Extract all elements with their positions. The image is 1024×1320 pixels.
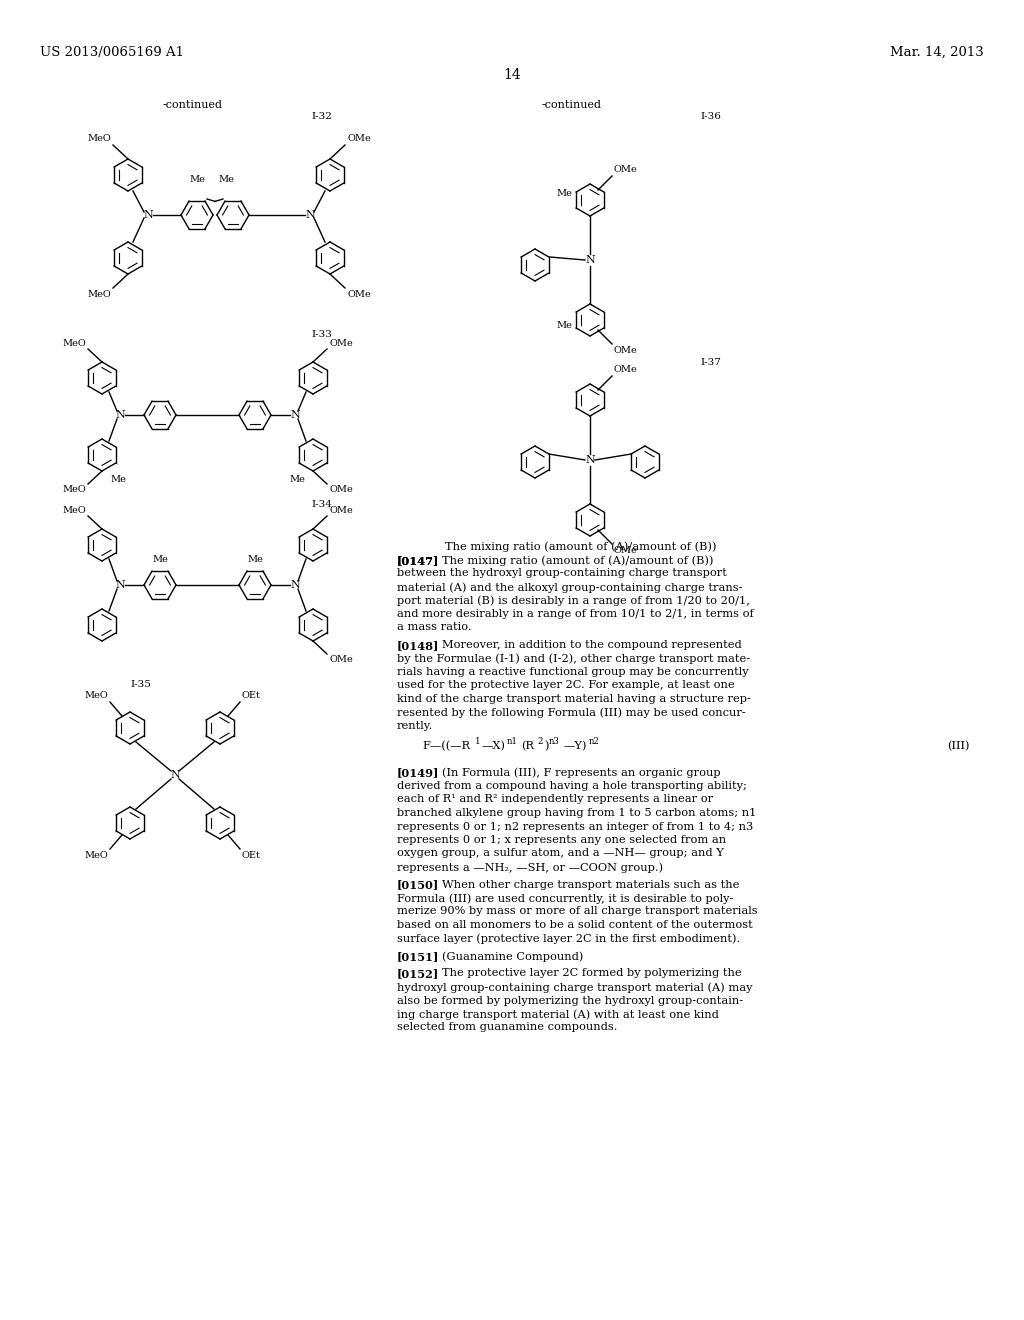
- Text: —X): —X): [482, 741, 506, 751]
- Text: [0148]: [0148]: [397, 640, 439, 651]
- Text: n3: n3: [549, 738, 560, 747]
- Text: N: N: [305, 210, 314, 220]
- Text: Formula (III) are used concurrently, it is desirable to poly-: Formula (III) are used concurrently, it …: [397, 894, 733, 904]
- Text: hydroxyl group-containing charge transport material (A) may: hydroxyl group-containing charge transpo…: [397, 982, 753, 993]
- Text: I-32: I-32: [311, 112, 332, 121]
- Text: Mar. 14, 2013: Mar. 14, 2013: [890, 46, 984, 59]
- Text: 1: 1: [475, 738, 480, 747]
- Text: ing charge transport material (A) with at least one kind: ing charge transport material (A) with a…: [397, 1008, 719, 1019]
- Text: OMe: OMe: [329, 339, 352, 348]
- Text: kind of the charge transport material having a structure rep-: kind of the charge transport material ha…: [397, 694, 751, 704]
- Text: N: N: [290, 411, 300, 420]
- Text: F—((—R: F—((—R: [422, 741, 470, 751]
- Text: ): ): [544, 741, 549, 751]
- Text: Me: Me: [110, 475, 126, 484]
- Text: OMe: OMe: [614, 165, 638, 174]
- Text: also be formed by polymerizing the hydroxyl group-contain-: also be formed by polymerizing the hydro…: [397, 995, 743, 1006]
- Text: represents a —NH₂, —SH, or —COON group.): represents a —NH₂, —SH, or —COON group.): [397, 862, 664, 873]
- Text: OMe: OMe: [347, 290, 371, 300]
- Text: [0149]: [0149]: [397, 767, 439, 779]
- Text: I-35: I-35: [130, 680, 151, 689]
- Text: N: N: [115, 579, 125, 590]
- Text: represents 0 or 1; n2 represents an integer of from 1 to 4; n3: represents 0 or 1; n2 represents an inte…: [397, 821, 754, 832]
- Text: [0152]: [0152]: [397, 969, 439, 979]
- Text: merize 90% by mass or more of all charge transport materials: merize 90% by mass or more of all charge…: [397, 907, 758, 916]
- Text: [0147]: [0147]: [397, 554, 439, 566]
- Text: Me: Me: [218, 176, 233, 183]
- Text: MeO: MeO: [84, 690, 108, 700]
- Text: The mixing ratio (amount of (A)/amount of (B)): The mixing ratio (amount of (A)/amount o…: [442, 554, 714, 565]
- Text: (In Formula (III), F represents an organic group: (In Formula (III), F represents an organ…: [442, 767, 721, 777]
- Text: I-33: I-33: [311, 330, 332, 339]
- Text: [0150]: [0150]: [397, 879, 439, 891]
- Text: material (A) and the alkoxyl group-containing charge trans-: material (A) and the alkoxyl group-conta…: [397, 582, 742, 593]
- Text: N: N: [115, 411, 125, 420]
- Text: derived from a compound having a hole transporting ability;: derived from a compound having a hole tr…: [397, 781, 746, 791]
- Text: The mixing ratio (amount of (A)/amount of (B)): The mixing ratio (amount of (A)/amount o…: [445, 541, 717, 552]
- Text: Me: Me: [556, 190, 572, 198]
- Text: MeO: MeO: [87, 290, 111, 300]
- Text: —Y): —Y): [563, 741, 587, 751]
- Text: N: N: [170, 770, 180, 780]
- Text: represents 0 or 1; x represents any one selected from an: represents 0 or 1; x represents any one …: [397, 836, 726, 845]
- Text: by the Formulae (I-1) and (I-2), other charge transport mate-: by the Formulae (I-1) and (I-2), other c…: [397, 653, 751, 664]
- Text: -continued: -continued: [542, 100, 602, 110]
- Text: MeO: MeO: [87, 135, 111, 143]
- Text: -continued: -continued: [163, 100, 223, 110]
- Text: oxygen group, a sulfur atom, and a —NH— group; and Y: oxygen group, a sulfur atom, and a —NH— …: [397, 849, 724, 858]
- Text: 14: 14: [503, 69, 521, 82]
- Text: [0151]: [0151]: [397, 950, 439, 962]
- Text: based on all monomers to be a solid content of the outermost: based on all monomers to be a solid cont…: [397, 920, 753, 931]
- Text: a mass ratio.: a mass ratio.: [397, 623, 472, 632]
- Text: N: N: [585, 255, 595, 265]
- Text: OMe: OMe: [329, 484, 352, 494]
- Text: (Guanamine Compound): (Guanamine Compound): [442, 950, 584, 961]
- Text: each of R¹ and R² independently represents a linear or: each of R¹ and R² independently represen…: [397, 795, 713, 804]
- Text: Me: Me: [189, 176, 205, 183]
- Text: I-34: I-34: [311, 500, 332, 510]
- Text: Me: Me: [247, 554, 263, 564]
- Text: surface layer (protective layer 2C in the first embodiment).: surface layer (protective layer 2C in th…: [397, 933, 740, 944]
- Text: OMe: OMe: [329, 655, 352, 664]
- Text: MeO: MeO: [84, 851, 108, 861]
- Text: used for the protective layer 2C. For example, at least one: used for the protective layer 2C. For ex…: [397, 681, 734, 690]
- Text: rials having a reactive functional group may be concurrently: rials having a reactive functional group…: [397, 667, 749, 677]
- Text: n1: n1: [507, 738, 518, 747]
- Text: port material (B) is desirably in a range of from 1/20 to 20/1,: port material (B) is desirably in a rang…: [397, 595, 750, 606]
- Text: I-37: I-37: [700, 358, 721, 367]
- Text: branched alkylene group having from 1 to 5 carbon atoms; n1: branched alkylene group having from 1 to…: [397, 808, 757, 818]
- Text: The protective layer 2C formed by polymerizing the: The protective layer 2C formed by polyme…: [442, 969, 741, 978]
- Text: and more desirably in a range of from 10/1 to 2/1, in terms of: and more desirably in a range of from 10…: [397, 609, 754, 619]
- Text: When other charge transport materials such as the: When other charge transport materials su…: [442, 879, 739, 890]
- Text: [0147]: [0147]: [397, 554, 439, 566]
- Text: Me: Me: [289, 475, 305, 484]
- Text: (R: (R: [521, 741, 534, 751]
- Text: selected from guanamine compounds.: selected from guanamine compounds.: [397, 1023, 617, 1032]
- Text: OMe: OMe: [329, 506, 352, 515]
- Text: N: N: [585, 455, 595, 465]
- Text: MeO: MeO: [62, 506, 86, 515]
- Text: (III): (III): [947, 741, 970, 751]
- Text: between the hydroxyl group-containing charge transport: between the hydroxyl group-containing ch…: [397, 569, 727, 578]
- Text: OEt: OEt: [242, 690, 261, 700]
- Text: Moreover, in addition to the compound represented: Moreover, in addition to the compound re…: [442, 640, 741, 649]
- Text: resented by the following Formula (III) may be used concur-: resented by the following Formula (III) …: [397, 708, 745, 718]
- Text: rently.: rently.: [397, 721, 433, 731]
- Text: OMe: OMe: [614, 346, 638, 355]
- Text: Me: Me: [556, 322, 572, 330]
- Text: OMe: OMe: [614, 366, 638, 374]
- Text: Me: Me: [152, 554, 168, 564]
- Text: OMe: OMe: [614, 546, 638, 554]
- Text: OMe: OMe: [347, 135, 371, 143]
- Text: US 2013/0065169 A1: US 2013/0065169 A1: [40, 46, 184, 59]
- Text: N: N: [290, 579, 300, 590]
- Text: MeO: MeO: [62, 339, 86, 348]
- Text: n2: n2: [589, 738, 600, 747]
- Text: N: N: [143, 210, 153, 220]
- Text: I-36: I-36: [700, 112, 721, 121]
- Text: 2: 2: [537, 738, 543, 747]
- Text: OEt: OEt: [242, 851, 261, 861]
- Text: MeO: MeO: [62, 484, 86, 494]
